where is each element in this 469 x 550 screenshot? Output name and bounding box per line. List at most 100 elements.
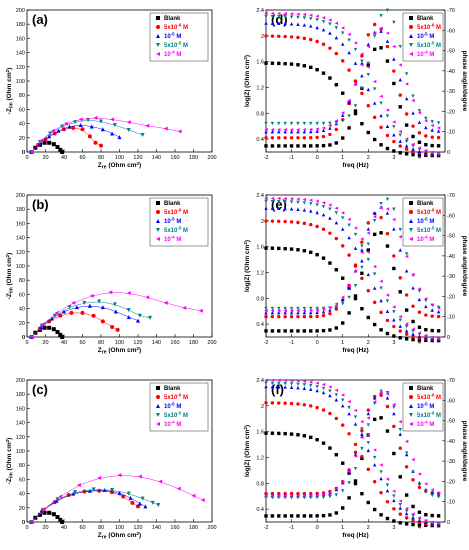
modulus-point xyxy=(264,246,268,250)
y-tick-label: 40 xyxy=(19,122,25,128)
data-point xyxy=(87,488,92,493)
modulus-point xyxy=(283,401,287,405)
modulus-point xyxy=(289,401,294,406)
x-tick-label: 100 xyxy=(115,340,124,346)
modulus-point xyxy=(302,12,307,17)
phase-point xyxy=(289,493,294,498)
legend-label: 5x10-5 M xyxy=(417,41,441,50)
phase-point xyxy=(398,63,402,67)
x-tick-label: -1 xyxy=(289,155,294,161)
y-tick-label: 160 xyxy=(16,221,25,227)
modulus-point xyxy=(289,200,294,204)
modulus-point xyxy=(315,199,319,203)
phase-point xyxy=(385,39,390,43)
y2-axis-label: phase angle/degree xyxy=(461,421,468,482)
phase-point xyxy=(334,326,339,330)
modulus-point xyxy=(328,22,332,26)
legend-marker xyxy=(156,43,160,47)
phase-point xyxy=(289,130,294,134)
phase-point xyxy=(296,514,300,518)
legend-label: 5x10-6 M xyxy=(417,23,441,32)
data-point xyxy=(198,308,203,313)
phase-point xyxy=(392,411,396,416)
data-point xyxy=(60,335,65,339)
data-point xyxy=(69,310,74,315)
modulus-point xyxy=(334,51,339,56)
modulus-point xyxy=(321,256,326,260)
modulus-point xyxy=(264,206,268,210)
panel-label: (d) xyxy=(271,12,288,27)
legend-label: 10-5 M xyxy=(417,217,434,226)
modulus-point xyxy=(430,335,434,340)
phase-point xyxy=(270,144,275,148)
data-point xyxy=(55,330,60,335)
modulus-point xyxy=(270,378,275,382)
modulus-point xyxy=(277,11,281,16)
modulus-point xyxy=(353,415,358,419)
modulus-point xyxy=(321,19,326,24)
phase-point xyxy=(404,308,409,312)
modulus-point xyxy=(392,498,396,503)
modulus-point xyxy=(302,64,307,68)
data-point xyxy=(87,303,92,308)
data-point xyxy=(126,120,131,125)
modulus-point xyxy=(379,476,383,481)
modulus-point xyxy=(379,113,383,118)
phase-point xyxy=(372,22,377,27)
phase-point xyxy=(385,392,390,396)
phase-point xyxy=(436,126,441,130)
phase-point xyxy=(392,207,396,211)
modulus-point xyxy=(417,331,422,335)
phase-point xyxy=(315,144,319,148)
phase-point xyxy=(270,136,275,140)
modulus-point xyxy=(283,61,287,66)
modulus-point xyxy=(328,203,332,207)
fit-line xyxy=(31,475,203,523)
phase-point xyxy=(379,202,383,206)
modulus-point xyxy=(302,221,307,226)
data-point xyxy=(100,127,105,132)
phase-point xyxy=(302,306,307,311)
modulus-point xyxy=(315,437,319,442)
series-4 xyxy=(29,115,182,154)
phase-point xyxy=(321,492,326,497)
modulus-point xyxy=(328,385,332,389)
phase-point xyxy=(385,244,390,248)
phase-point xyxy=(347,481,351,485)
x-tick-label: -2 xyxy=(264,525,269,531)
phase-point xyxy=(360,456,364,461)
y-tick-label: 2 xyxy=(261,404,264,410)
data-point xyxy=(80,127,85,132)
modulus-point xyxy=(398,139,402,143)
modulus-point xyxy=(347,32,351,37)
modulus-point xyxy=(283,385,287,389)
phase-point xyxy=(309,308,313,313)
phase-point xyxy=(385,207,390,211)
legend-marker xyxy=(156,219,160,223)
modulus-point xyxy=(328,261,332,265)
modulus-point xyxy=(341,31,345,35)
phase-point xyxy=(315,127,319,131)
legend-marker xyxy=(409,404,413,408)
legend-marker xyxy=(156,25,160,29)
modulus-point xyxy=(385,146,390,151)
data-point xyxy=(177,129,182,134)
modulus-point xyxy=(347,399,351,404)
legend-label: 5x10-5 M xyxy=(164,411,188,420)
y2-tick-label: -70 xyxy=(447,8,455,14)
modulus-point xyxy=(277,385,281,389)
phase-point xyxy=(430,143,434,148)
modulus-point xyxy=(385,293,390,297)
modulus-point xyxy=(417,338,422,342)
phase-point xyxy=(289,329,294,333)
x-tick-label: 20 xyxy=(42,340,48,346)
data-point xyxy=(42,325,47,330)
data-point xyxy=(52,313,57,318)
phase-point xyxy=(436,514,441,518)
data-point xyxy=(47,134,52,139)
phase-point xyxy=(315,514,319,518)
modulus-point xyxy=(334,206,339,210)
data-point xyxy=(91,487,96,492)
phase-point xyxy=(270,493,275,498)
y2-tick-label: -20 xyxy=(447,109,455,115)
